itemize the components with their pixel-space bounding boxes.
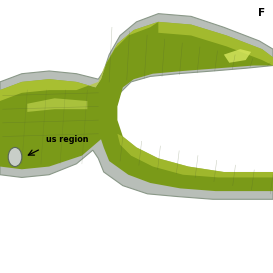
Ellipse shape (8, 147, 22, 167)
Text: F: F (258, 8, 265, 18)
Polygon shape (224, 49, 251, 63)
Polygon shape (27, 98, 87, 112)
Polygon shape (0, 22, 273, 191)
Polygon shape (117, 134, 273, 177)
Text: us region: us region (46, 135, 89, 144)
Polygon shape (0, 22, 158, 101)
Polygon shape (158, 22, 273, 66)
Polygon shape (0, 14, 273, 199)
